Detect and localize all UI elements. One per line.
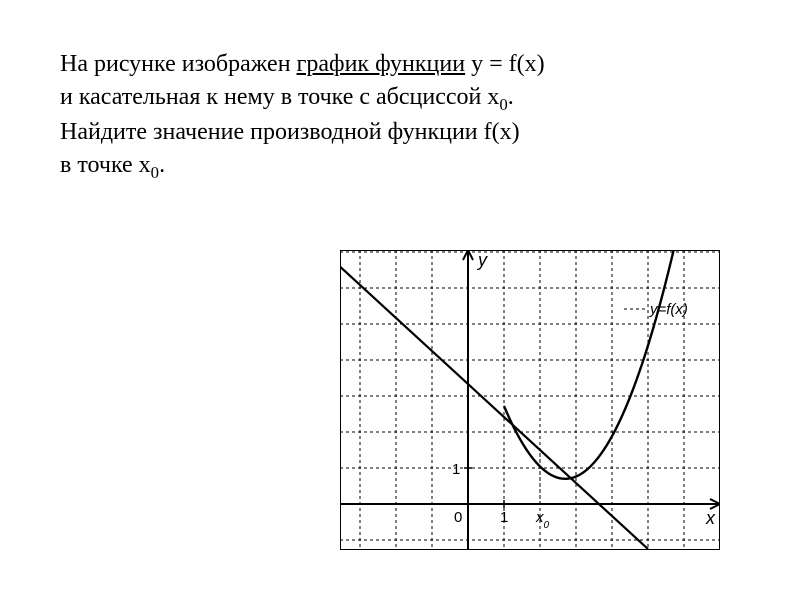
problem-statement: На рисунке изображен график функции y = … [60,48,680,184]
text-line4-post: . [159,152,165,178]
text-line4-sub: 0 [151,163,159,182]
chart-border [340,250,720,550]
text-line1-post: y = f(x) [465,51,545,77]
text-line4-pre: в точке x [60,152,151,178]
text-line2: и касательная к нему в точке с абсциссой… [60,84,499,110]
text-line2-post: . [508,84,514,110]
text-line1-underlined: график функции [297,51,466,77]
text-line3: Найдите значение производной функции f(x… [60,119,520,145]
text-line2-sub: 0 [499,95,507,114]
chart-container: yx011x0y=f(x) [340,250,720,550]
text-line1-pre: На рисунке изображен [60,51,297,77]
